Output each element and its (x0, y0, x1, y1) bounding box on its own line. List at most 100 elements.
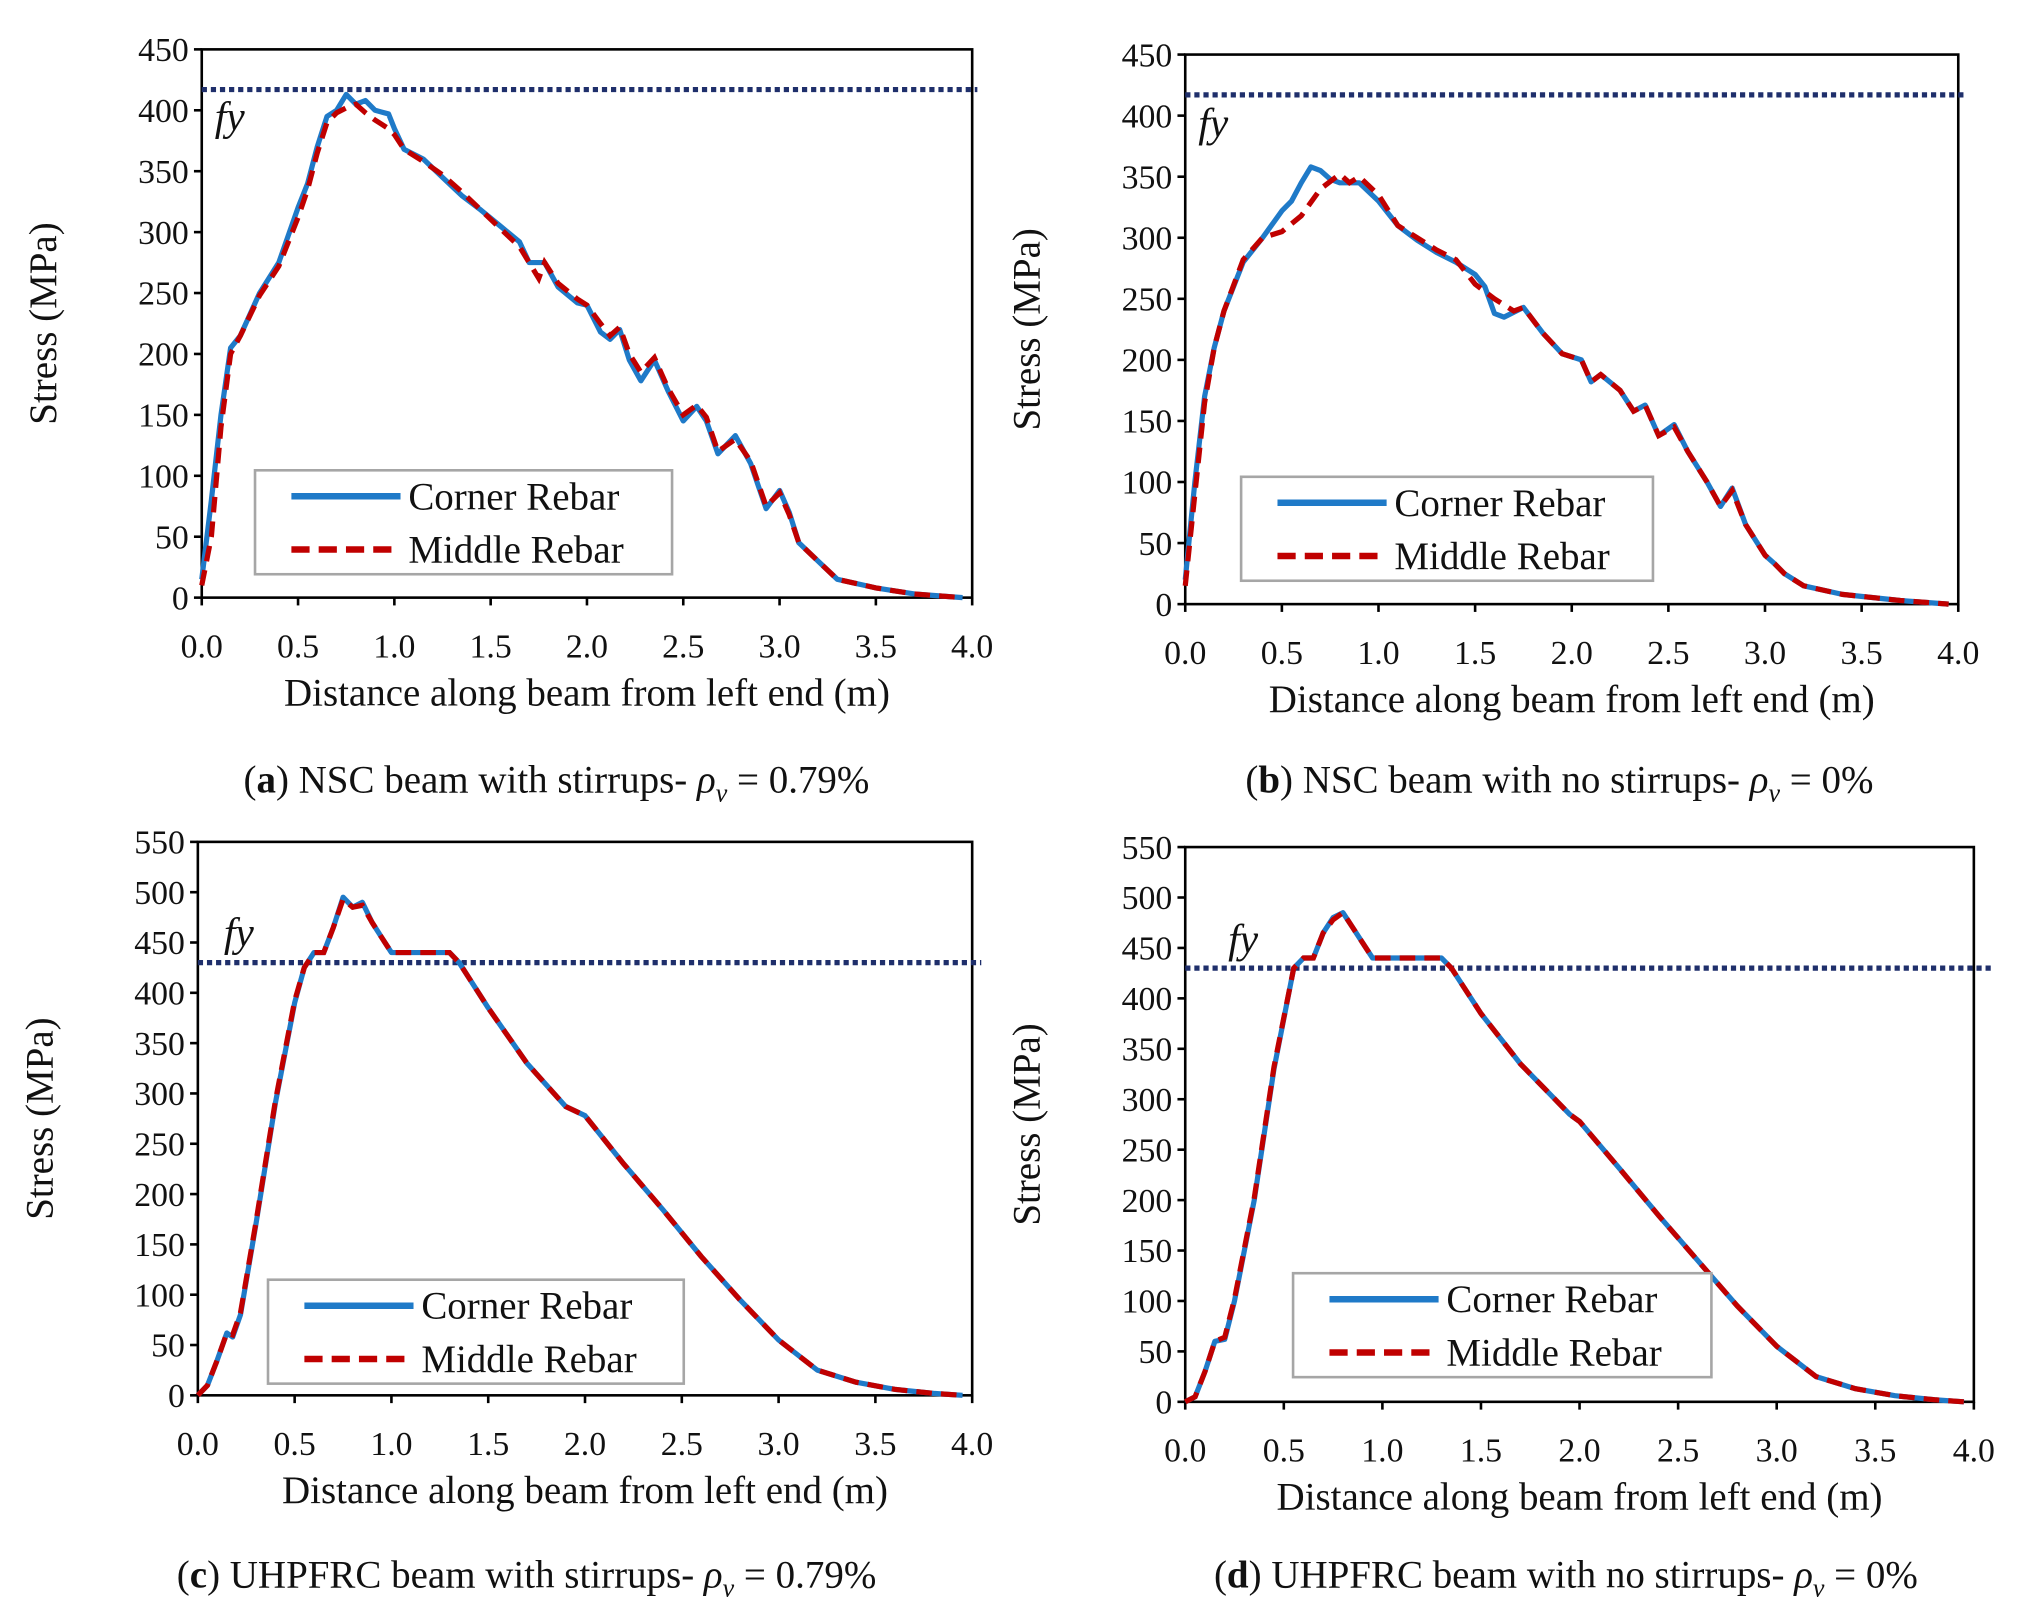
x-tick-label: 3.5 (854, 1426, 896, 1463)
x-tick-label: 2.5 (1657, 1433, 1699, 1470)
middle-rebar-series-line (1182, 170, 1949, 607)
x-tick-label: 1.5 (1454, 635, 1496, 672)
y-tick-label: 550 (1122, 830, 1173, 867)
y-tick-label: 0 (1155, 1385, 1172, 1422)
panel-caption: (a) NSC beam with stirrups- ρv = 0.79% (243, 759, 869, 808)
x-tick-label: 2.5 (1647, 635, 1689, 672)
x-tick-label: 3.0 (757, 1426, 799, 1463)
y-tick-label: 350 (134, 1026, 185, 1063)
y-tick-label: 250 (138, 276, 189, 313)
y-tick-label: 100 (1122, 1284, 1173, 1321)
y-tick-label: 350 (1122, 159, 1173, 196)
x-tick-label: 3.5 (855, 628, 897, 665)
caption-rho-symbol: ρ (1793, 1554, 1813, 1597)
y-tick-label: 50 (151, 1328, 185, 1365)
caption-letter: d (1227, 1554, 1249, 1597)
y-tick-label: 300 (1122, 1082, 1173, 1119)
caption-rho-symbol: ρ (696, 759, 716, 802)
x-tick-label: 1.0 (373, 628, 415, 665)
y-tick-label: 300 (1122, 220, 1173, 257)
middle-rebar-series-line (1184, 909, 1965, 1405)
corner-rebar-series-line (1182, 164, 1949, 607)
y-tick-label: 550 (134, 825, 185, 862)
y-tick-label: 100 (138, 458, 189, 495)
legend: Corner Rebar Middle Rebar (1291, 1271, 1713, 1379)
caption-subscript: v (723, 1574, 735, 1603)
x-tick-label: 4.0 (951, 628, 993, 665)
y-tick-label: 450 (1122, 37, 1173, 74)
x-tick-label: 3.5 (1854, 1433, 1896, 1470)
x-tick-label: 1.0 (1357, 635, 1399, 672)
y-tick-label: 400 (1122, 981, 1173, 1018)
y-tick-label: 400 (1122, 98, 1173, 135)
y-tick-label: 50 (155, 519, 189, 556)
x-tick-label: 4.0 (1953, 1433, 1995, 1470)
y-tick-label: 50 (1138, 526, 1172, 563)
caption-letter: a (256, 759, 275, 802)
corner-rebar-series-line (199, 91, 963, 601)
y-tick-label: 500 (1122, 880, 1173, 917)
caption-subscript: v (716, 779, 728, 808)
x-tick-label: 4.0 (951, 1426, 993, 1463)
y-tick-label: 300 (138, 215, 189, 252)
chart-panel-b: 0 50 100 150 200 250 300 350 400 450 0.0 0.5 1.0 1.5 2… (1006, 37, 1980, 807)
x-tick-label: 2.5 (662, 628, 704, 665)
x-tick-label: 0.5 (274, 1426, 316, 1463)
legend-box (1239, 475, 1655, 583)
y-axis-title: Stress (MPa) (18, 1017, 61, 1219)
caption-paren-open: ( (243, 759, 256, 802)
legend-box (253, 469, 674, 576)
x-tick-label: 2.0 (564, 1426, 606, 1463)
x-tick-label: 0.5 (1261, 635, 1303, 672)
x-tick-label: 4.0 (1937, 635, 1979, 672)
y-tick-label: 450 (138, 32, 189, 69)
legend-label: Middle Rebar (421, 1338, 636, 1381)
y-tick-label: 100 (1122, 465, 1173, 502)
legend: Corner Rebar Middle Rebar (1239, 475, 1655, 583)
y-tick-label: 100 (134, 1277, 185, 1314)
y-tick-label: 150 (1122, 404, 1173, 441)
y-tick-label: 0 (168, 1378, 185, 1415)
caption-value: = 0.79% (734, 1554, 876, 1597)
caption-value: = 0.79% (727, 759, 869, 802)
x-tick-label: 2.5 (661, 1426, 703, 1463)
legend: Corner Rebar Middle Rebar (253, 469, 674, 576)
legend-label: Corner Rebar (1394, 482, 1605, 525)
y-tick-label: 400 (134, 976, 185, 1013)
chart-panel-d: 0 50 100 150 200 250 300 350 400 450 500 550 0.0 0.5 1… (1006, 830, 1995, 1603)
chart-panel-a: 0 50 100 150 200 250 300 350 400 450 0.0 0.5 1.0 1.5 2… (22, 32, 993, 808)
y-axis-title: Stress (MPa) (1006, 228, 1049, 430)
x-tick-label: 0.0 (177, 1426, 219, 1463)
legend-label: Middle Rebar (1394, 535, 1609, 578)
caption-rho-symbol: ρ (1749, 759, 1769, 802)
legend: Corner Rebar Middle Rebar (266, 1278, 686, 1385)
x-axis-title: Distance along beam from left end (m) (1277, 1476, 1883, 1519)
x-tick-label: 3.0 (1756, 1433, 1798, 1470)
caption-text: NSC beam with no stirrups- (1293, 759, 1750, 802)
legend-box (266, 1278, 686, 1385)
middle-rebar-series-line (199, 101, 963, 601)
x-axis-title: Distance along beam from left end (m) (282, 1469, 888, 1512)
y-tick-label: 250 (1122, 1132, 1173, 1169)
caption-value: = 0% (1824, 1554, 1917, 1597)
chart-panel-c: 0 50 100 150 200 250 300 350 400 450 500 550 0.0 0.5 1… (18, 825, 993, 1603)
y-tick-label: 0 (1155, 587, 1172, 624)
x-tick-label: 1.0 (370, 1426, 412, 1463)
y-tick-label: 500 (134, 875, 185, 912)
y-tick-label: 450 (1122, 931, 1173, 968)
y-tick-label: 200 (138, 337, 189, 374)
y-tick-label: 0 (172, 580, 189, 617)
x-axis-title: Distance along beam from left end (m) (1269, 678, 1875, 721)
x-tick-label: 0.5 (277, 628, 319, 665)
x-tick-label: 2.0 (1551, 635, 1593, 672)
legend-label: Middle Rebar (1446, 1331, 1661, 1374)
x-tick-label: 1.5 (470, 628, 512, 665)
x-tick-label: 1.0 (1361, 1433, 1403, 1470)
legend-box (1291, 1271, 1713, 1379)
y-tick-label: 350 (138, 154, 189, 191)
x-tick-label: 2.0 (566, 628, 608, 665)
middle-rebar-series-line (195, 894, 963, 1398)
caption-text: UHPFRC beam with stirrups- (220, 1554, 704, 1597)
x-tick-label: 1.5 (1460, 1433, 1502, 1470)
